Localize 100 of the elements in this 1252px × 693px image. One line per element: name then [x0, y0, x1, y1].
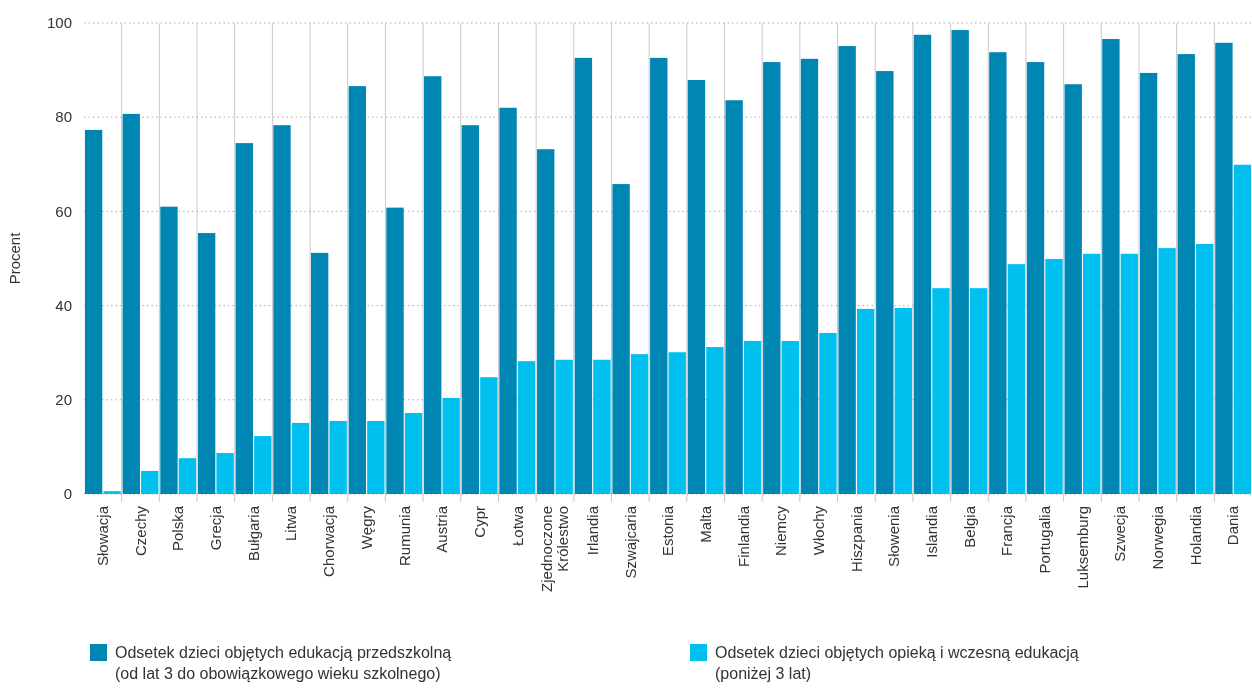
x-tick-label: Włochy: [809, 505, 827, 556]
x-tick-label: Hiszpania: [847, 505, 865, 572]
x-tick-label: Węgry: [357, 505, 375, 550]
x-tick-label: Islandia: [922, 505, 940, 558]
bar: [178, 458, 197, 494]
x-tick-label: Malta: [696, 505, 714, 543]
x-tick-label: Słowacja: [94, 505, 112, 567]
bar: [329, 421, 347, 494]
bar: [1007, 264, 1026, 494]
bar: [969, 288, 988, 494]
bar: [1064, 84, 1082, 494]
x-tick-label: Rumunia: [395, 505, 413, 567]
bar: [913, 34, 932, 494]
bar: [310, 252, 329, 494]
y-tick-label: 0: [63, 485, 72, 503]
bar: [932, 288, 950, 494]
bar: [442, 397, 460, 494]
bar: [1045, 258, 1063, 494]
bar: [273, 125, 291, 494]
bar: [781, 340, 799, 494]
y-tick-label: 80: [55, 108, 72, 126]
bar: [386, 207, 404, 494]
bar: [687, 79, 706, 494]
bar: [989, 52, 1007, 494]
bar: [141, 470, 159, 494]
bar: [1158, 248, 1176, 494]
bar: [1083, 253, 1101, 494]
bar: [367, 421, 385, 494]
bar: [160, 206, 178, 494]
bar: [480, 377, 498, 494]
legend-label: Odsetek dzieci objętych opieką i wczesną edukacją (poniżej 3 lat): [715, 643, 1079, 682]
x-tick-label: Chorwacja: [320, 505, 338, 577]
bar: [1120, 253, 1139, 494]
y-tick-label: 100: [46, 14, 72, 32]
y-tick-label: 40: [55, 296, 72, 314]
x-tick-label: Austria: [433, 505, 451, 553]
bar: [555, 359, 573, 494]
x-tick-label: Norwegia: [1149, 505, 1167, 570]
bar: [1196, 243, 1214, 494]
bar: [499, 107, 517, 494]
bar: [197, 233, 216, 494]
bar: [1233, 164, 1252, 494]
x-tick-label: Francja: [998, 505, 1016, 557]
bar: [461, 125, 480, 494]
bar: [254, 436, 272, 494]
bar: [216, 453, 234, 494]
bar: [838, 46, 856, 494]
bar: [800, 58, 819, 494]
bar: [856, 308, 875, 494]
bar: [763, 62, 781, 494]
bar: [404, 412, 423, 494]
x-tick-label: Cypr: [470, 506, 488, 538]
y-tick-label: 60: [55, 202, 72, 220]
bar: [122, 113, 140, 494]
bar: [1177, 54, 1195, 494]
x-tick-label: Irlandia: [583, 505, 601, 556]
bar: [84, 129, 103, 494]
bar: [103, 491, 121, 494]
bar: [517, 361, 536, 494]
x-tick-label: Zjednoczone Królestwo: [537, 506, 572, 592]
bar: [894, 307, 912, 494]
bar: [235, 143, 253, 494]
bar: [668, 352, 686, 494]
bar: [725, 100, 743, 494]
x-tick-label: Szwajcaria: [621, 505, 639, 579]
bar: [593, 359, 611, 494]
x-tick-label: Bułgaria: [244, 505, 262, 562]
x-tick-label: Estonia: [659, 505, 677, 557]
x-tick-label: Holandia: [1186, 505, 1204, 566]
x-tick-label: Grecja: [207, 505, 225, 551]
x-tick-label: Łotwa: [508, 505, 526, 547]
bar: [951, 30, 969, 494]
bar: [1139, 72, 1158, 494]
x-tick-label: Polska: [169, 505, 187, 552]
x-tick-label: Finlandia: [734, 505, 752, 567]
bar: [819, 332, 837, 494]
y-tick-label: 20: [55, 391, 72, 409]
bar: [743, 340, 762, 494]
bar: [612, 184, 630, 494]
bar: [537, 149, 555, 494]
bar: [876, 71, 894, 494]
x-tick-label: Słowenia: [885, 505, 903, 567]
legend-label: Odsetek dzieci objętych edukacją przedszkolną (od lat 3 do obowiązkowego wieku szkolnego): [115, 643, 452, 682]
bar: [630, 354, 649, 494]
bar: [706, 347, 724, 494]
bar: [1026, 62, 1045, 494]
bar: [291, 422, 310, 494]
bar: [574, 57, 593, 494]
bar: [650, 57, 668, 494]
x-tick-label: Dania: [1224, 505, 1242, 546]
x-tick-label: Szwecja: [1111, 505, 1129, 562]
bar: [1215, 42, 1233, 494]
x-tick-label: Portugalia: [1036, 505, 1054, 574]
x-tick-label: Luksemburg: [1073, 506, 1091, 589]
x-tick-label: Litwa: [282, 505, 300, 542]
x-tick-label: Belgia: [960, 505, 978, 548]
bar: [424, 76, 442, 494]
x-tick-label: Czechy: [131, 505, 149, 557]
bar: [348, 86, 367, 494]
x-tick-label: Niemcy: [772, 505, 790, 557]
